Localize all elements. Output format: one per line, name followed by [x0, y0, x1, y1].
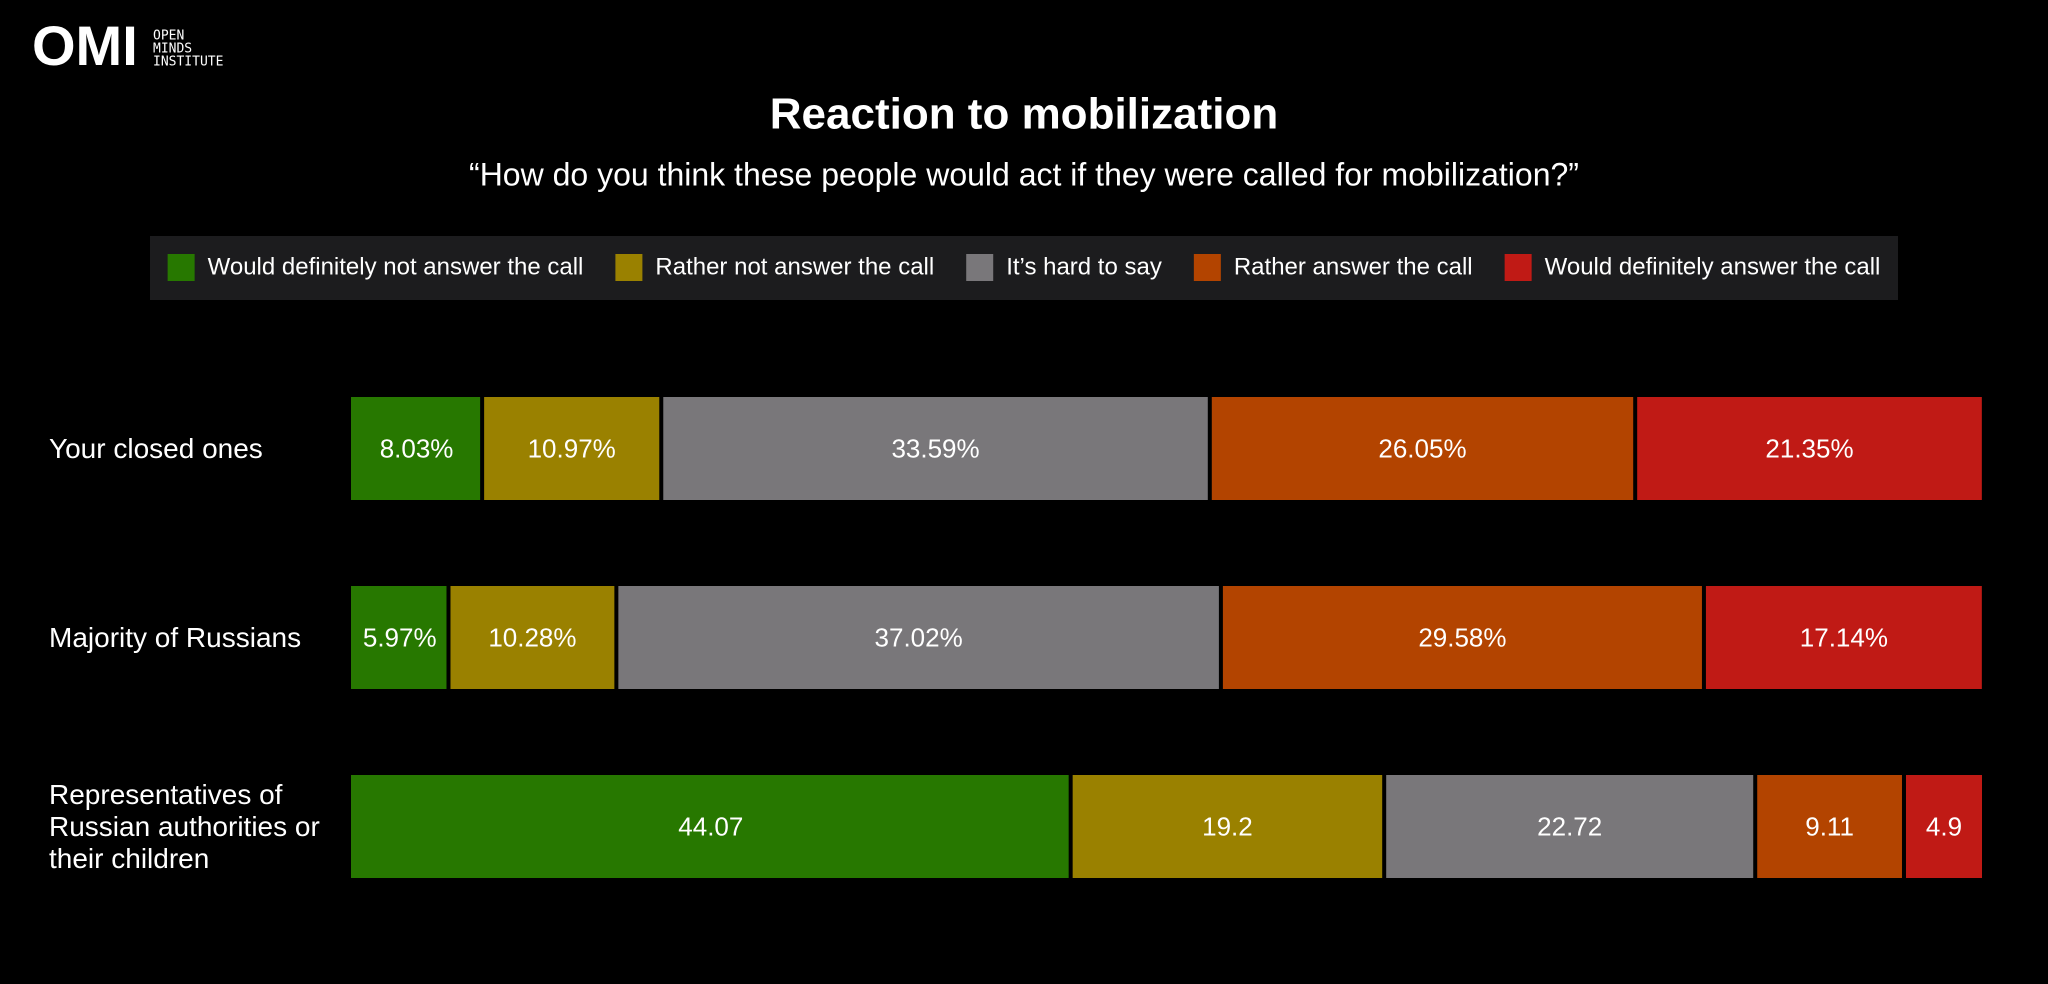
legend-swatch [966, 254, 994, 281]
logo-text: INSTITUTE [153, 55, 223, 70]
bar-segment [663, 397, 1208, 500]
value-label: 22.72 [1537, 811, 1602, 841]
bar-segment [1072, 775, 1383, 878]
logo-text: MINDS [153, 42, 192, 57]
bar-segment [1222, 586, 1702, 689]
chart-title: Reaction to mobilization [770, 90, 1278, 139]
legend-label: Rather answer the call [1234, 253, 1473, 280]
bar-segment [1905, 775, 1982, 878]
bar-segment [1637, 397, 1982, 500]
bar-segment [1386, 775, 1754, 878]
value-label: 4.9 [1926, 811, 1962, 841]
legend-label: It’s hard to say [1006, 253, 1162, 280]
value-label: 5.97% [363, 622, 437, 652]
legend-swatch [167, 254, 195, 281]
legend-swatch [1504, 254, 1532, 281]
category-label: Majority of Russians [49, 621, 302, 653]
bar-segment [351, 586, 447, 689]
value-label: 21.35% [1765, 433, 1853, 463]
legend-label: Rather not answer the call [655, 253, 934, 280]
bar-segment [484, 397, 660, 500]
value-label: 44.07 [678, 811, 743, 841]
category-label: Your closed ones [49, 432, 263, 464]
value-label: 17.14% [1800, 622, 1888, 652]
legend-swatch [1193, 254, 1221, 281]
value-label: 9.11 [1805, 811, 1854, 841]
value-label: 29.58% [1418, 622, 1506, 652]
bar-segment [351, 397, 481, 500]
value-label: 26.05% [1378, 433, 1466, 463]
value-label: 33.59% [891, 433, 979, 463]
legend-label: Would definitely not answer the call [208, 253, 584, 280]
bar-segment [351, 775, 1069, 878]
chart-subtitle: “How do you think these people would act… [469, 156, 1579, 192]
logo: OMI OPEN MINDS INSTITUTE [32, 14, 223, 77]
bar-segment [1757, 775, 1902, 878]
bar-segment [1211, 397, 1634, 500]
value-label: 10.97% [528, 433, 616, 463]
value-label: 19.2 [1202, 811, 1253, 841]
value-label: 37.02% [875, 622, 963, 652]
bar-segment [1705, 586, 1982, 689]
category-label: Representatives of Russian authorities o… [49, 778, 320, 874]
bar-segment [618, 586, 1219, 689]
legend-box [150, 236, 1898, 300]
legend-swatch [615, 254, 643, 281]
legend-label: Would definitely answer the call [1545, 253, 1881, 280]
bar-segment [450, 586, 615, 689]
value-label: 10.28% [488, 622, 576, 652]
logo-text: OPEN [153, 29, 184, 44]
value-label: 8.03% [380, 433, 454, 463]
logo-mark: OMI [32, 14, 138, 77]
